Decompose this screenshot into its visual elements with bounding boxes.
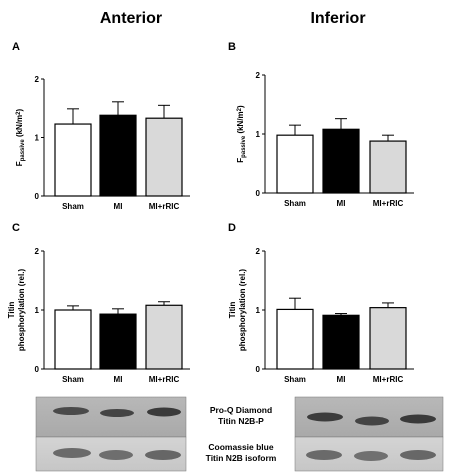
y-tick-label: 1 <box>256 306 261 315</box>
blot-label-coomassie-line2: Titin N2B isoform <box>206 453 277 463</box>
category-label-mi-rric: MI+rRIC <box>149 202 180 211</box>
y-axis-label-line2: phosphorylation (rel.) <box>17 269 26 352</box>
y-axis-label-line2: phosphorylation (rel.) <box>238 269 247 352</box>
bar-mi <box>322 314 360 370</box>
category-label-mi-rric: MI+rRIC <box>373 199 404 208</box>
y-axis-label: Fpassive (kN/m2) <box>236 105 247 163</box>
category-label-mi-rric: MI+rRIC <box>373 375 404 384</box>
y-tick-label: 2 <box>256 247 261 256</box>
band <box>53 407 89 415</box>
category-label-mi: MI <box>114 202 123 211</box>
category-label-mi: MI <box>114 375 123 384</box>
blot-left <box>35 396 187 472</box>
band <box>145 450 181 460</box>
band <box>147 407 181 417</box>
blot-label-proq-line1: Pro-Q Diamond <box>210 405 272 415</box>
category-label-sham: Sham <box>284 375 306 384</box>
column-title-inferior: Inferior <box>310 10 365 27</box>
band <box>354 451 388 461</box>
panel-letter: B <box>228 41 236 53</box>
bar-mi-rric <box>145 117 183 197</box>
bar-sham <box>276 308 314 370</box>
y-axis-label-line1: Titin <box>7 302 16 319</box>
band <box>53 448 91 458</box>
y-tick-label: 2 <box>35 75 40 84</box>
y-axis-label-part: ) <box>236 105 245 108</box>
y-axis-label-part: (kN/m <box>236 111 245 135</box>
y-axis-label-part: F <box>236 158 245 163</box>
category-label-mi: MI <box>337 375 346 384</box>
y-tick-label: 2 <box>35 247 40 256</box>
band <box>400 450 436 460</box>
blot-label-coomassie-line1: Coomassie blue <box>208 442 273 452</box>
bar-mi <box>322 128 360 194</box>
band <box>307 412 343 422</box>
category-label-sham: Sham <box>62 375 84 384</box>
band <box>355 416 389 426</box>
y-tick-label: 0 <box>256 365 261 374</box>
bar-mi-rric <box>145 304 183 370</box>
y-tick-label: 0 <box>35 192 40 201</box>
category-label-mi: MI <box>337 199 346 208</box>
chart-panel-d: D 0 1 2 Sham MI MI+rRIC Titin phosphorylation (r… <box>228 222 414 384</box>
chart-panel-c: C 0 1 2 Sham MI MI+rRIC Titin phosphorylation (r… <box>7 222 190 384</box>
panel-letter: D <box>228 222 236 234</box>
y-axis-label-part: 2 <box>237 107 243 111</box>
y-axis-label-part: (kN/m <box>15 115 24 139</box>
bar-mi-rric <box>369 307 407 370</box>
bar-mi <box>99 114 137 197</box>
y-tick-label: 1 <box>35 134 40 143</box>
category-label-sham: Sham <box>62 202 84 211</box>
bar-mi-rric <box>369 140 407 194</box>
column-title-anterior: Anterior <box>100 10 162 27</box>
category-label-mi-rric: MI+rRIC <box>149 375 180 384</box>
bar-sham <box>276 134 314 194</box>
bar-mi <box>99 313 137 370</box>
y-tick-label: 0 <box>256 189 261 198</box>
blot-left-proq <box>35 396 187 438</box>
y-tick-label: 2 <box>256 71 261 80</box>
y-axis-label: Fpassive (kN/m2) <box>15 108 26 166</box>
panel-letter: A <box>12 41 20 53</box>
bar-sham <box>54 123 92 197</box>
band <box>100 409 134 417</box>
band <box>306 450 342 460</box>
y-axis-label-part: 2 <box>16 111 22 115</box>
bar-sham <box>54 309 92 370</box>
panel-letter: C <box>12 222 20 234</box>
y-axis-label-line1: Titin <box>228 302 237 319</box>
y-tick-label: 1 <box>256 130 261 139</box>
y-tick-label: 0 <box>35 365 40 374</box>
y-tick-label: 1 <box>35 306 40 315</box>
y-axis-label-part: passive <box>241 135 247 158</box>
y-axis-label-part: F <box>15 161 24 166</box>
band <box>400 414 436 424</box>
blot-right <box>294 396 444 472</box>
y-axis-label-part: ) <box>15 108 24 111</box>
blot-label-proq-line2: Titin N2B-P <box>218 416 264 426</box>
category-label-sham: Sham <box>284 199 306 208</box>
y-axis-label-part: passive <box>20 139 26 162</box>
band <box>99 450 133 460</box>
